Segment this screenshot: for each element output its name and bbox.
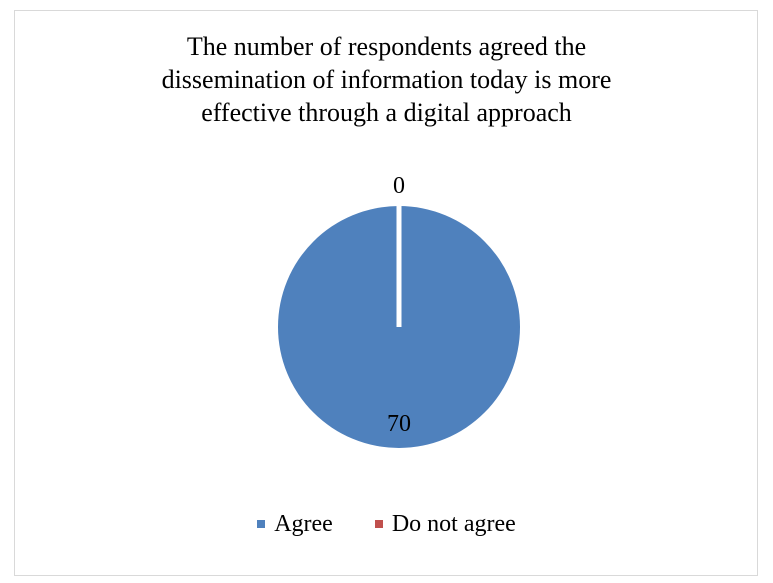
legend-swatch-do-not-agree bbox=[374, 520, 383, 528]
legend-label-do-not-agree: Do not agree bbox=[391, 511, 516, 537]
legend-item-agree: Agree bbox=[257, 509, 333, 539]
data-label-do-not-agree: 0 bbox=[393, 173, 405, 199]
legend-item-do-not-agree: Do not agree bbox=[374, 509, 516, 539]
legend-label-agree: Agree bbox=[274, 511, 333, 537]
data-label-agree: 70 bbox=[387, 411, 411, 437]
chart-title-line-1: The number of respondents agreed the bbox=[186, 32, 587, 61]
chart-legend: Agree Do not agree bbox=[0, 506, 773, 539]
legend-swatch-agree bbox=[257, 520, 266, 528]
chart-title-line-2: dissemination of information today is mo… bbox=[161, 65, 612, 94]
chart-title: The number of respondents agreed the dis… bbox=[0, 30, 773, 129]
chart-title-line-3: effective through a digital approach bbox=[201, 98, 572, 127]
